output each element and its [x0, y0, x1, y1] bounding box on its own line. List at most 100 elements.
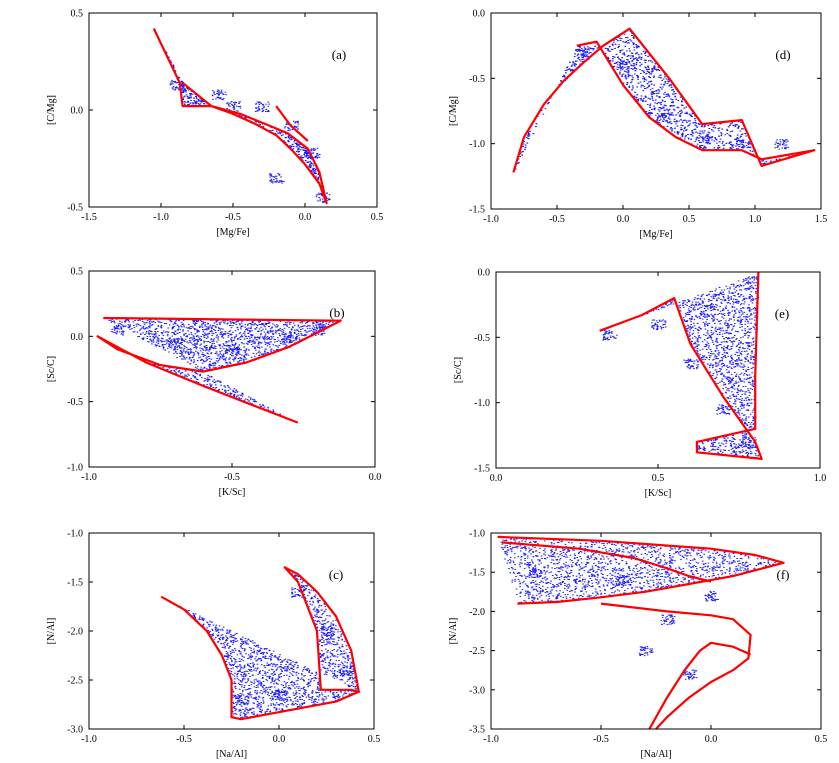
scatter-point: [227, 390, 230, 391]
scatter-point: [182, 86, 185, 88]
scatter-cloud: [602, 273, 763, 459]
scatter-point: [318, 193, 321, 195]
scatter-point: [693, 129, 695, 131]
scatter-point: [255, 324, 258, 326]
scatter-point: [322, 325, 324, 327]
scatter-point: [153, 363, 155, 365]
scatter-point: [228, 344, 231, 346]
scatter-point: [301, 321, 303, 323]
scatter-point: [288, 327, 290, 329]
scatter-point: [692, 112, 694, 114]
scatter-point: [217, 360, 220, 362]
scatter-point: [244, 117, 247, 119]
scatter-point: [290, 331, 292, 333]
scatter-point: [542, 113, 545, 115]
scatter-point: [256, 101, 259, 103]
scatter-point: [157, 330, 159, 332]
scatter-point: [711, 139, 713, 141]
scatter-point: [316, 153, 318, 154]
scatter-point: [184, 95, 186, 97]
scatter-point: [323, 326, 326, 328]
scatter-point: [110, 321, 113, 323]
x-tick-label: -1.0: [81, 472, 97, 483]
scatter-point: [220, 321, 222, 323]
scatter-point: [229, 388, 232, 390]
scatter-point: [194, 100, 196, 102]
scatter-point: [146, 336, 149, 337]
scatter-point: [257, 109, 259, 111]
scatter-point: [252, 398, 254, 400]
scatter-point: [657, 89, 660, 91]
scatter-point: [277, 181, 280, 183]
scatter-point: [658, 115, 661, 117]
scatter-point: [160, 327, 163, 329]
scatter-point: [248, 339, 251, 341]
scatter-point: [240, 322, 243, 324]
scatter-point: [195, 100, 198, 102]
scatter-point: [231, 337, 233, 339]
scatter-point: [297, 147, 299, 149]
scatter-point: [776, 142, 779, 144]
scatter-point: [289, 332, 292, 334]
scatter-point: [286, 324, 288, 326]
scatter-point: [613, 62, 616, 64]
scatter-point: [207, 337, 209, 339]
scatter-point: [704, 125, 706, 127]
scatter-point: [694, 122, 696, 123]
scatter-point: [147, 331, 150, 333]
scatter-point: [123, 330, 125, 332]
scatter-point: [195, 381, 198, 382]
scatter-point: [664, 82, 666, 84]
scatter-point: [632, 56, 634, 58]
scatter-point: [196, 373, 199, 375]
scatter-point: [307, 158, 309, 159]
scatter-point: [668, 116, 670, 118]
scatter-point: [321, 327, 324, 329]
scatter-point: [238, 114, 241, 116]
scatter-point: [233, 360, 235, 362]
scatter-point: [611, 60, 614, 62]
scatter-point: [628, 48, 630, 50]
scatter-point: [269, 180, 271, 182]
scatter-point: [325, 326, 327, 328]
scatter-point: [317, 179, 320, 181]
scatter-point: [271, 327, 273, 329]
scatter-point: [182, 329, 184, 331]
scatter-point: [115, 325, 118, 327]
scatter-point: [155, 341, 158, 343]
scatter-point: [173, 332, 175, 334]
scatter-point: [729, 123, 732, 125]
scatter-point: [666, 121, 669, 123]
scatter-point: [117, 326, 119, 328]
scatter-point: [306, 154, 308, 156]
scatter-point: [235, 102, 237, 103]
scatter-point: [706, 140, 708, 142]
scatter-point: [298, 339, 301, 341]
scatter-point: [575, 63, 577, 65]
scatter-point: [564, 75, 566, 77]
scatter-point: [258, 338, 261, 340]
scatter-point: [188, 104, 190, 106]
scatter-point: [607, 49, 609, 51]
scatter-point: [286, 322, 288, 324]
scatter-point: [181, 375, 184, 377]
scatter-point: [581, 50, 583, 51]
scatter-point: [234, 348, 237, 349]
scatter-point: [200, 368, 202, 370]
scatter-point: [212, 366, 215, 368]
scatter-point: [311, 171, 314, 173]
scatter-point: [238, 360, 241, 362]
scatter-point: [267, 343, 270, 345]
scatter-point: [249, 398, 252, 400]
scatter-point: [148, 319, 151, 321]
scatter-point: [788, 155, 791, 157]
scatter-point: [266, 332, 269, 334]
scatter-point: [787, 140, 789, 142]
scatter-point: [143, 322, 145, 324]
scatter-point: [576, 55, 579, 57]
scatter-point: [620, 66, 623, 68]
scatter-point: [627, 68, 629, 70]
scatter-point: [665, 95, 667, 97]
scatter-point: [742, 142, 745, 144]
scatter-point: [240, 342, 243, 344]
